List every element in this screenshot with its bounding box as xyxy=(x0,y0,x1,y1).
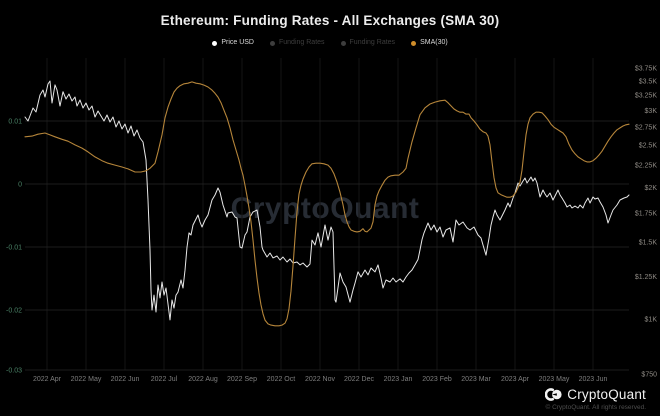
left-axis-tick-label: -0.01 xyxy=(6,245,22,252)
x-axis-tick-label: 2022 May xyxy=(71,376,102,383)
left-axis-tick-label: 0.01 xyxy=(8,119,22,126)
left-axis-tick-label: -0.02 xyxy=(6,308,22,315)
x-axis-tick-label: 2022 Oct xyxy=(267,376,295,383)
sma30-line xyxy=(24,81,630,327)
x-axis-tick-label: 2023 Apr xyxy=(501,376,530,383)
chart-title: Ethereum: Funding Rates - All Exchanges … xyxy=(160,13,500,28)
x-axis-tick-label: 2022 Aug xyxy=(188,376,218,383)
right-axis-tick-label: $3K xyxy=(645,108,658,115)
x-axis-tick-label: 2022 Jul xyxy=(151,376,178,383)
right-axis-tick-label: $3.25K xyxy=(635,93,658,100)
legend-label: Funding Rates xyxy=(279,39,325,46)
brand-name: CryptoQuant xyxy=(567,387,646,402)
legend-label: SMA(30) xyxy=(420,39,448,46)
cryptoquant-watermark: CryptoQuant xyxy=(0,192,650,226)
legend-item-sma30[interactable]: SMA(30) xyxy=(411,39,448,47)
right-axis-tick-label: $2.25K xyxy=(635,163,658,170)
price-line xyxy=(24,80,630,321)
x-axis-tick-label: 2022 Sep xyxy=(227,376,257,383)
right-axis-tick-label: $2.5K xyxy=(639,143,658,150)
right-axis-tick-label: $3.75K xyxy=(635,66,658,73)
x-axis-tick-label: 2023 Jun xyxy=(579,376,608,383)
x-axis-tick-label: 2023 May xyxy=(539,376,570,383)
left-axis-tick-label: 0 xyxy=(18,182,22,189)
legend-label: Price USD xyxy=(221,39,254,46)
chart-legend: Price USD Funding Rates Funding Rates SM… xyxy=(0,39,660,47)
x-axis-tick-label: 2023 Jan xyxy=(384,376,413,383)
legend-label: Funding Rates xyxy=(349,39,396,46)
right-axis-tick-label: $1.75K xyxy=(635,210,658,217)
copyright-text: © CryptoQuant. All rights reserved. xyxy=(545,404,646,411)
funding-rates-legend-dot xyxy=(270,40,275,46)
x-axis-tick-label: 2022 Dec xyxy=(344,376,374,383)
legend-item-price-usd[interactable]: Price USD xyxy=(212,39,254,47)
x-axis-tick-label: 2023 Mar xyxy=(461,376,491,383)
cryptoquant-logo-icon xyxy=(545,388,562,401)
left-axis-tick-label: -0.03 xyxy=(6,368,22,375)
right-axis-tick-label: $3.5K xyxy=(639,79,658,86)
right-axis-tick-label: $1.25K xyxy=(635,274,658,281)
right-axis-tick-label: $750 xyxy=(641,371,657,378)
cryptoquant-brand[interactable]: CryptoQuant xyxy=(545,387,646,402)
x-axis-tick-label: 2022 Apr xyxy=(33,376,62,383)
right-axis-tick-label: $2K xyxy=(645,185,658,192)
x-axis-tick-label: 2023 Feb xyxy=(422,376,452,383)
right-axis-tick-label: $1.5K xyxy=(639,240,658,247)
plot-area[interactable] xyxy=(25,58,629,370)
x-axis-tick-label: 2022 Nov xyxy=(305,376,335,383)
x-axis-tick-label: 2022 Jun xyxy=(111,376,140,383)
legend-item-funding-rates-2[interactable]: Funding Rates xyxy=(340,39,396,47)
price-usd-legend-dot xyxy=(212,40,218,46)
footer-branding: CryptoQuant © CryptoQuant. All rights re… xyxy=(545,387,646,411)
legend-item-funding-rates-1[interactable]: Funding Rates xyxy=(270,39,325,47)
right-axis-tick-label: $2.75K xyxy=(635,124,658,131)
right-axis-tick-label: $1K xyxy=(645,317,658,324)
funding-rates-legend-dot xyxy=(340,40,346,46)
sma30-legend-dot xyxy=(411,40,417,46)
